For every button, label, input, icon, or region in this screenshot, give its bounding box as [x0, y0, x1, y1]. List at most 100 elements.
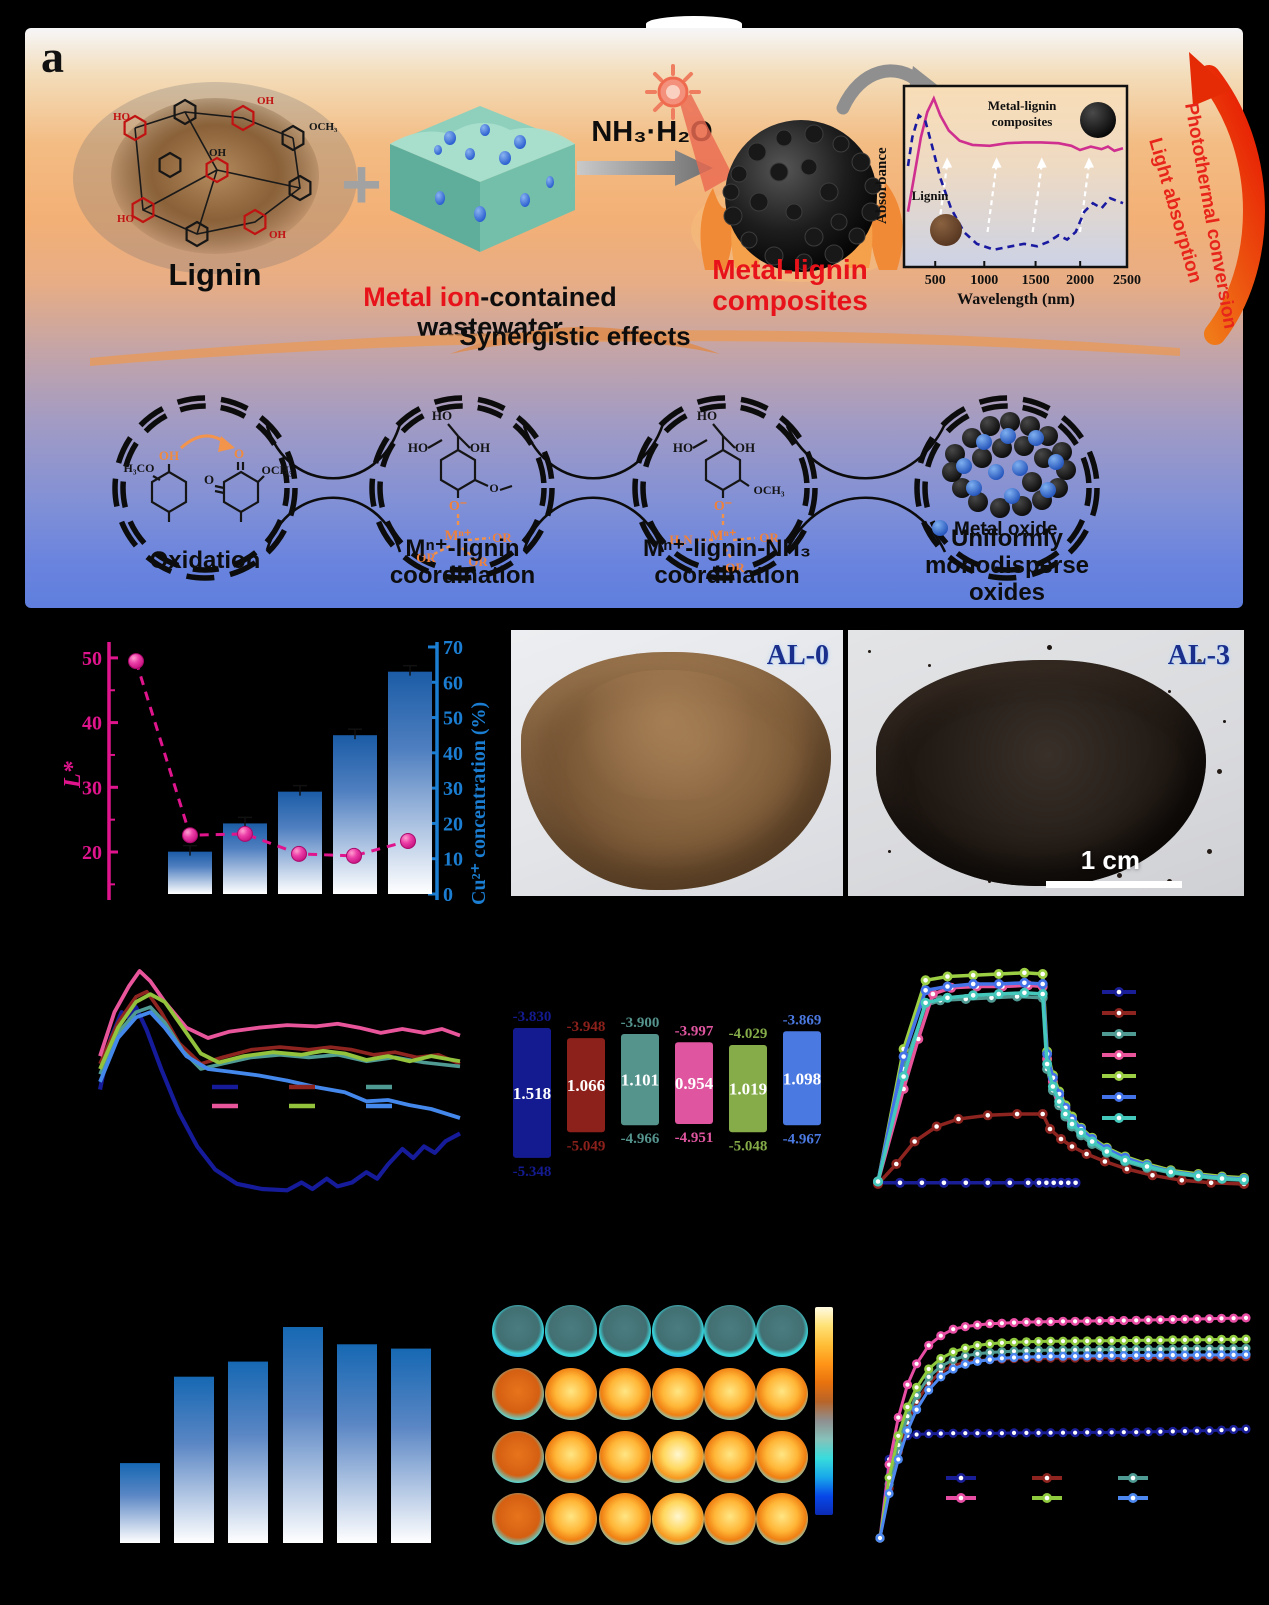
marker-core: [1134, 1338, 1139, 1343]
energy-bar: [675, 1042, 713, 1124]
marker-core: [1036, 1430, 1041, 1435]
composites-line2: composites: [712, 285, 868, 317]
lstar-marker: [182, 827, 198, 844]
marker-core: [958, 1475, 964, 1481]
marker-core: [1116, 1031, 1122, 1037]
marker-core: [1207, 1346, 1212, 1351]
marker-core: [1219, 1352, 1224, 1357]
marker-core: [975, 1343, 980, 1348]
marker-core: [1084, 1151, 1089, 1157]
energy-bar: [783, 1031, 821, 1126]
marker-core: [1040, 981, 1045, 987]
marker-core: [901, 1054, 906, 1059]
marker-core: [1097, 1353, 1102, 1358]
composites-annotation: Metal-lignin: [988, 98, 1057, 113]
marker-core: [926, 1374, 931, 1379]
marker-core: [1182, 1353, 1187, 1358]
marker-core: [945, 984, 950, 989]
marker-core: [1024, 1354, 1029, 1360]
dashed-circle: [369, 395, 555, 581]
och3-label: OCH₃: [262, 463, 293, 477]
marker-core: [1146, 1347, 1151, 1352]
metal-oxide-label: Metal oxide: [954, 519, 1057, 540]
marker-core: [1085, 1347, 1090, 1352]
cube-top-waves: [390, 122, 575, 182]
marker-core: [1066, 1180, 1071, 1186]
marker-core: [1182, 1337, 1187, 1342]
marker-core: [877, 1535, 883, 1541]
marker-core: [999, 1356, 1004, 1361]
marker-core: [1146, 1317, 1151, 1323]
marker-core: [897, 1180, 903, 1186]
marker-core: [945, 995, 950, 1001]
x-tick-label: 2500: [1113, 273, 1141, 288]
frag-label: HO: [113, 111, 131, 123]
metal-label: Mⁿ⁺: [444, 528, 471, 544]
marker-core: [1058, 1180, 1064, 1186]
marker-core: [1051, 1180, 1056, 1186]
marker-core: [956, 1116, 961, 1122]
caption-line: coordination: [389, 561, 536, 589]
marker-core: [938, 1374, 943, 1379]
thermal-sample-circle: [652, 1431, 704, 1483]
thermal-sample-circle: [704, 1493, 756, 1545]
gap-label: 1.019: [729, 1080, 767, 1099]
marker-core: [1073, 1347, 1078, 1352]
caption-line: oxides: [968, 578, 1046, 606]
coordination-structure: HO HO OH O O⁻ Mⁿ⁺ OR OR OR: [408, 408, 512, 569]
marker-core: [1048, 1348, 1053, 1353]
marker-core: [1243, 1352, 1249, 1357]
thermal-sample-circle: [756, 1368, 808, 1420]
marker-core: [1044, 1061, 1050, 1067]
marker-core: [1073, 1180, 1078, 1186]
marker-core: [1231, 1346, 1236, 1351]
bottom-energy-label: -5.348: [513, 1164, 552, 1180]
caption-line: Mⁿ⁺-lignin-NH₃: [643, 535, 811, 562]
marker-core: [945, 974, 950, 979]
inset-curve: [906, 95, 1124, 212]
bar: [337, 1344, 377, 1543]
lignin-frag-labels: HO OH OCH₃ HO OH OH: [113, 95, 338, 241]
marker-core: [1025, 1180, 1031, 1186]
metal-label: Mⁿ⁺: [709, 528, 736, 544]
marker-core: [1024, 1430, 1029, 1435]
marker-core: [1011, 1320, 1017, 1325]
marker-core: [905, 1382, 910, 1387]
lignin-caption: Lignin: [168, 257, 262, 292]
marker-core: [963, 1324, 968, 1329]
marker-core: [1073, 1430, 1078, 1435]
marker-core: [1085, 1319, 1090, 1324]
marker-core: [1130, 1475, 1136, 1481]
marker-core: [1219, 1428, 1224, 1433]
or-label: OR: [725, 560, 745, 575]
connector-bottom: [265, 496, 402, 553]
nanoparticles: [722, 124, 882, 271]
marker-core: [1231, 1352, 1236, 1357]
marker-core: [1050, 1084, 1056, 1089]
lstar-marker: [400, 833, 416, 849]
x-axis-label: Wavelength (nm): [957, 291, 1075, 308]
composites-line1: Metal-lignin: [712, 254, 868, 285]
inset-curve: [906, 113, 1124, 252]
left-tick-label: 30: [82, 777, 102, 799]
x-tick-label: 500: [925, 273, 946, 288]
marker-core: [1085, 1353, 1090, 1358]
lstar-line: [134, 660, 409, 858]
marker-core: [896, 1457, 901, 1462]
marker-core: [1109, 1338, 1114, 1343]
marker-core: [1146, 1353, 1151, 1358]
marker-core: [963, 1353, 968, 1358]
lignin-annotation: Lignin: [912, 188, 950, 203]
top-energy-label: -4.029: [729, 1026, 768, 1042]
marker-core: [999, 1431, 1004, 1436]
marker-core: [1109, 1318, 1114, 1323]
spectrum-curve: [98, 969, 461, 1057]
up-arrowhead: [942, 157, 953, 169]
marker-core: [941, 1180, 947, 1186]
marker-core: [1024, 1339, 1029, 1344]
oxidation-caption: Oxidation: [100, 547, 310, 575]
marker-core: [905, 1428, 910, 1433]
or-label: OR: [416, 550, 436, 565]
marker-core: [985, 1113, 991, 1118]
thermal-sample-circle: [652, 1305, 704, 1357]
